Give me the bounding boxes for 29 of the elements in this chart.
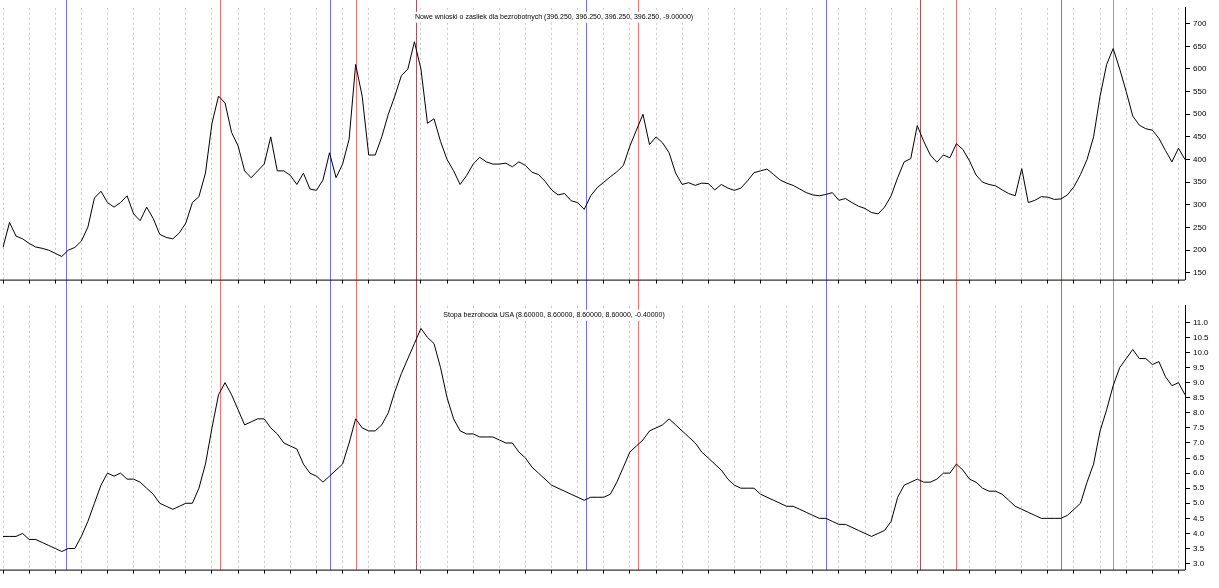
y-tick-label: 11.0 [1193,317,1209,327]
y-tick-label: 6.0 [1193,468,1205,478]
y-tick-label: 7.5 [1193,423,1205,433]
y-tick-label: 4.5 [1193,513,1205,523]
y-tick-label: 3.5 [1193,543,1205,553]
y-tick-label: 10.0 [1193,347,1210,357]
y-tick-label: 700 [1193,18,1207,28]
y-tick-label: 4.0 [1193,528,1205,538]
y-tick-label: 650 [1193,41,1207,51]
y-tick-label: 550 [1193,86,1207,96]
y-tick-label: 600 [1193,64,1207,74]
y-tick-label: 9.0 [1193,377,1205,387]
y-tick-label: 300 [1193,200,1207,210]
y-tick-label: 250 [1193,222,1207,232]
y-tick-label: 150 [1193,268,1207,278]
y-tick-label: 3.0 [1193,558,1205,568]
y-tick-label: 10.5 [1193,332,1210,342]
y-tick-label: 7.0 [1193,438,1205,448]
y-tick-label: 8.0 [1193,408,1205,418]
y-tick-label: 5.5 [1193,483,1205,493]
y-tick-label: 350 [1193,177,1207,187]
y-tick-label: 200 [1193,245,1207,255]
y-tick-label: 450 [1193,132,1207,142]
y-tick-label: 8.5 [1193,392,1205,402]
y-tick-label: 9.5 [1193,362,1205,372]
y-tick-label: 5.0 [1193,498,1205,508]
y-tick-label: 500 [1193,109,1207,119]
y-tick-label: 400 [1193,154,1207,164]
y-tick-label: 6.5 [1193,453,1205,463]
